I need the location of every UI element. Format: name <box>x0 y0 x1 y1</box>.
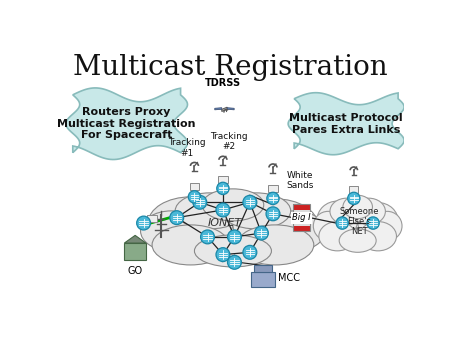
Text: Big I: Big I <box>292 213 311 222</box>
Ellipse shape <box>317 201 358 239</box>
Circle shape <box>217 182 229 195</box>
Bar <box>293 215 310 220</box>
Circle shape <box>243 245 257 259</box>
Text: GO: GO <box>128 266 143 276</box>
Text: White
Sands: White Sands <box>287 171 314 190</box>
Text: Multicast Registration: Multicast Registration <box>73 54 388 81</box>
Bar <box>293 204 310 210</box>
Polygon shape <box>227 108 234 110</box>
Polygon shape <box>66 88 188 160</box>
Ellipse shape <box>237 225 314 265</box>
Ellipse shape <box>233 199 318 251</box>
Polygon shape <box>124 235 146 243</box>
Circle shape <box>188 191 201 203</box>
Bar <box>218 176 228 183</box>
Text: IONET: IONET <box>208 218 242 228</box>
Bar <box>190 184 199 190</box>
Ellipse shape <box>140 211 202 251</box>
Ellipse shape <box>313 211 343 241</box>
Bar <box>293 226 310 231</box>
Ellipse shape <box>264 211 325 251</box>
Circle shape <box>228 256 241 269</box>
Ellipse shape <box>175 193 291 261</box>
Ellipse shape <box>330 198 385 248</box>
Circle shape <box>367 217 379 229</box>
Circle shape <box>255 226 268 240</box>
Circle shape <box>336 217 348 229</box>
Text: Multicast Protocol
Pares Extra Links: Multicast Protocol Pares Extra Links <box>289 113 403 135</box>
Text: TDRSS: TDRSS <box>205 78 241 88</box>
Circle shape <box>348 192 360 204</box>
Polygon shape <box>215 108 222 110</box>
Circle shape <box>193 195 207 209</box>
Ellipse shape <box>152 225 229 265</box>
Circle shape <box>266 207 280 221</box>
Ellipse shape <box>343 195 373 219</box>
Bar <box>293 210 310 215</box>
Ellipse shape <box>330 198 363 224</box>
Text: Tracking
#1: Tracking #1 <box>168 138 206 158</box>
Bar <box>254 265 272 271</box>
Circle shape <box>267 192 279 204</box>
Ellipse shape <box>352 198 385 224</box>
Bar <box>252 271 274 287</box>
Ellipse shape <box>360 222 396 251</box>
Polygon shape <box>288 93 404 155</box>
Circle shape <box>216 203 230 217</box>
Bar <box>268 185 278 192</box>
Text: Someone
Else's
NET: Someone Else's NET <box>339 207 379 236</box>
Ellipse shape <box>319 222 356 251</box>
Text: Routers Proxy
Multicast Registration
For Spacecraft: Routers Proxy Multicast Registration For… <box>58 107 196 140</box>
Bar <box>293 204 310 231</box>
Ellipse shape <box>373 211 402 241</box>
Circle shape <box>228 230 241 244</box>
Ellipse shape <box>194 235 271 267</box>
Bar <box>124 243 146 260</box>
Bar <box>148 215 157 221</box>
Ellipse shape <box>202 189 264 221</box>
Ellipse shape <box>339 229 376 252</box>
Ellipse shape <box>358 202 398 241</box>
Text: MCC: MCC <box>279 273 300 283</box>
Ellipse shape <box>175 193 244 229</box>
Circle shape <box>216 248 230 262</box>
Bar <box>349 186 359 193</box>
Polygon shape <box>222 107 227 112</box>
Ellipse shape <box>221 193 291 229</box>
Text: Tracking
#2: Tracking #2 <box>210 132 248 151</box>
Circle shape <box>243 195 257 209</box>
Circle shape <box>137 216 151 230</box>
Ellipse shape <box>148 197 233 249</box>
Bar <box>293 220 310 226</box>
Circle shape <box>170 211 184 224</box>
Circle shape <box>201 230 215 244</box>
